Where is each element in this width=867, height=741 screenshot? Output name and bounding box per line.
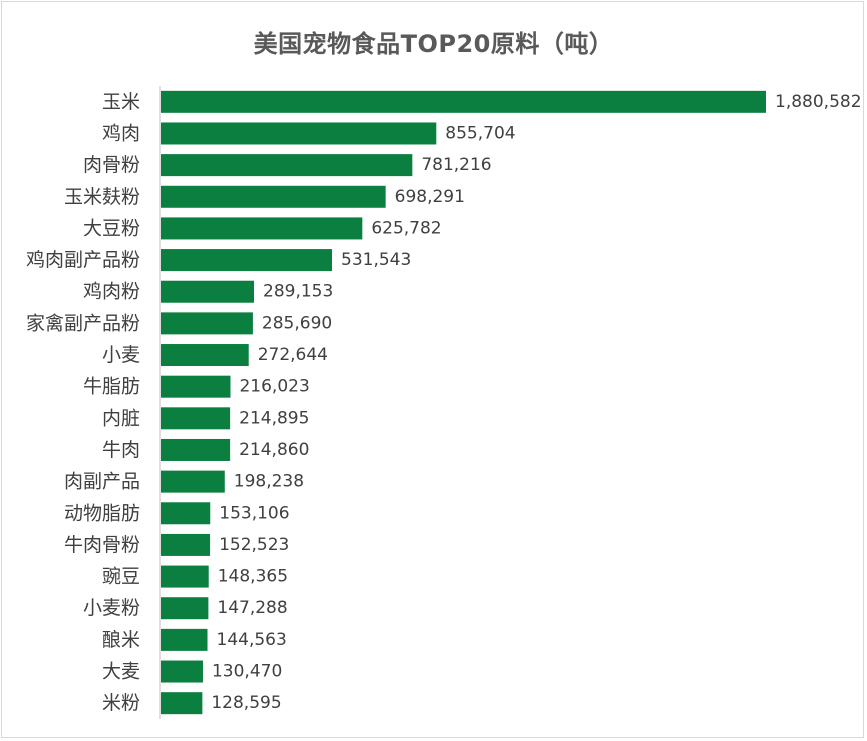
category-label: 酿米 <box>102 629 140 651</box>
category-label: 牛肉 <box>102 439 140 461</box>
bar <box>161 660 203 683</box>
value-label: 214,895 <box>239 408 309 428</box>
bar <box>161 280 255 303</box>
bar <box>161 344 249 367</box>
value-label: 781,216 <box>421 155 491 175</box>
value-label: 698,291 <box>395 187 465 207</box>
chart-title: 美国宠物食品TOP20原料（吨） <box>253 30 614 58</box>
value-label: 272,644 <box>258 345 328 365</box>
bar <box>161 407 231 430</box>
bar <box>161 185 386 208</box>
bar <box>161 122 437 145</box>
bar <box>161 249 333 272</box>
value-label: 153,106 <box>219 503 289 523</box>
value-label: 148,365 <box>218 567 288 587</box>
category-label: 大豆粉 <box>83 217 140 239</box>
value-label: 216,023 <box>239 377 309 397</box>
value-label: 531,543 <box>341 250 411 270</box>
category-label: 小麦粉 <box>83 597 140 619</box>
category-label: 家禽副产品粉 <box>26 312 140 334</box>
category-label: 玉米 <box>102 91 140 113</box>
bar <box>161 90 766 113</box>
bar <box>161 628 208 651</box>
value-label: 128,595 <box>211 693 281 713</box>
bar <box>161 312 253 335</box>
bar <box>161 470 225 493</box>
bars-group <box>161 90 766 715</box>
bar <box>161 565 209 588</box>
value-label: 152,523 <box>219 535 289 555</box>
category-label: 牛脂肪 <box>83 376 140 398</box>
category-labels-group: 玉米鸡肉肉骨粉玉米麸粉大豆粉鸡肉副产品粉鸡肉粉家禽副产品粉小麦牛脂肪内脏牛肉肉副… <box>26 91 140 714</box>
value-label: 625,782 <box>371 218 441 238</box>
value-label: 1,880,582 <box>775 92 862 112</box>
bar <box>161 533 211 556</box>
bar <box>161 438 231 461</box>
value-label: 147,288 <box>217 598 287 618</box>
category-label: 玉米麸粉 <box>64 186 140 208</box>
category-label: 鸡肉副产品粉 <box>26 249 140 271</box>
value-label: 289,153 <box>263 282 333 302</box>
bar <box>161 217 363 240</box>
category-label: 小麦 <box>102 344 140 366</box>
bar <box>161 692 203 715</box>
bar <box>161 154 413 177</box>
category-label: 动物脂肪 <box>64 502 140 524</box>
category-label: 牛肉骨粉 <box>64 534 140 556</box>
category-label: 鸡肉粉 <box>83 281 140 303</box>
category-label: 肉骨粉 <box>83 154 140 176</box>
category-label: 大麦 <box>102 661 140 683</box>
category-label: 鸡肉 <box>102 122 140 144</box>
value-label: 285,690 <box>262 313 332 333</box>
value-label: 855,704 <box>445 123 515 143</box>
bar <box>161 375 231 398</box>
value-label: 198,238 <box>234 472 304 492</box>
value-label: 144,563 <box>217 630 287 650</box>
category-label: 肉副产品 <box>64 471 140 493</box>
bar <box>161 597 209 620</box>
category-label: 豌豆 <box>102 566 140 588</box>
value-label: 130,470 <box>212 662 282 682</box>
category-label: 米粉 <box>102 692 140 714</box>
bar <box>161 502 211 525</box>
value-labels-group: 1,880,582 855,704 781,216 698,291 625,782 531… <box>211 92 861 713</box>
value-label: 214,860 <box>239 440 309 460</box>
category-label: 内脏 <box>102 407 140 429</box>
